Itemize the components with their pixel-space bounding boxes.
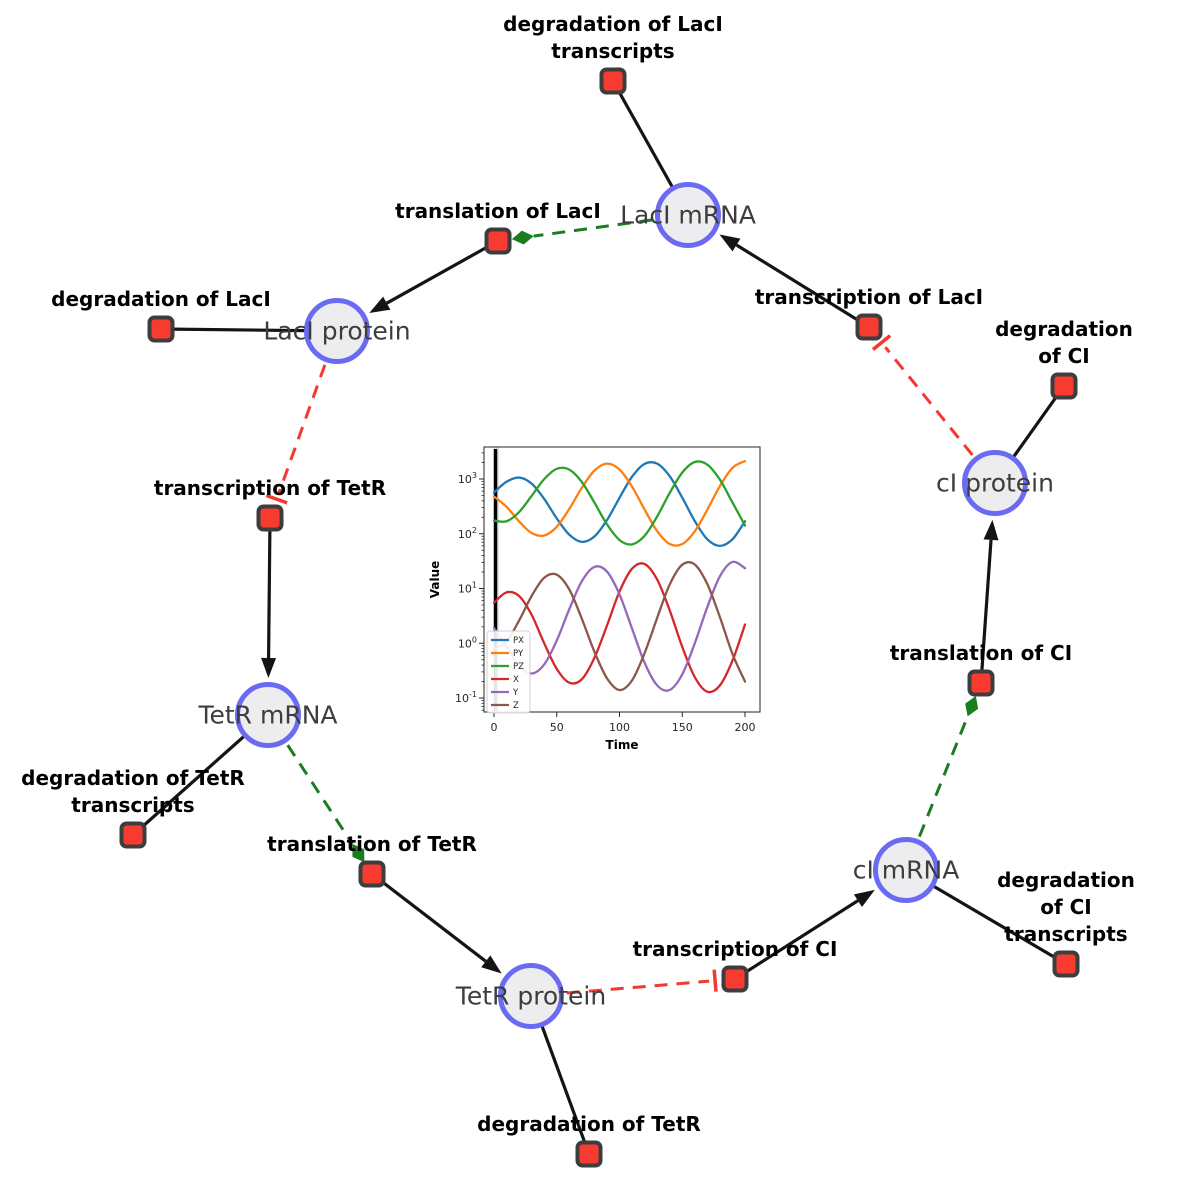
x-axis-label: Time [606,738,639,752]
reaction-node-translation-tetr[interactable] [358,860,386,888]
svg-text:200: 200 [735,721,756,734]
reaction-label-deg-ci: degradation of CI [995,317,1133,368]
svg-text:PX: PX [513,636,524,646]
species-node-ci-protein[interactable] [962,450,1028,516]
y-axis-label: Value [428,561,442,599]
reaction-node-deg-tetr[interactable] [575,1140,603,1168]
reaction-node-deg-laci[interactable] [147,315,175,343]
reaction-node-deg-laci-transcripts[interactable] [599,67,627,95]
svg-text:PZ: PZ [513,662,524,672]
svg-text:50: 50 [550,721,564,734]
reaction-node-deg-ci-transcripts[interactable] [1052,950,1080,978]
reaction-node-transcription-ci[interactable] [721,965,749,993]
svg-text:150: 150 [672,721,693,734]
svg-text:Z: Z [513,701,519,711]
reaction-label-transcription-tetr: transcription of TetR [153,476,387,500]
reaction-node-transcription-tetr[interactable] [256,504,284,532]
reaction-node-translation-laci[interactable] [484,227,512,255]
svg-text:103: 103 [458,471,477,486]
species-label-tetr-mrna: TetR mRNA [198,700,338,730]
svg-text:10-1: 10-1 [455,690,477,705]
species-label-laci-mrna: LacI mRNA [620,200,756,230]
timecourse-plot: 10-1 100 101 102 103 0 50 100 150 200 Time Value PX P… [425,438,775,768]
species-node-tetr-mrna[interactable] [235,682,301,748]
species-node-tetr-protein[interactable] [498,963,564,1029]
reaction-label-deg-laci: degradation of LacI [51,287,271,311]
reaction-label-deg-laci-transcripts: degradation of LacI transcripts [503,12,723,63]
reaction-label-deg-tetr: degradation of TetR [477,1112,701,1136]
species-node-laci-mrna[interactable] [655,182,721,248]
reaction-node-transcription-laci[interactable] [855,313,883,341]
svg-text:102: 102 [458,526,477,541]
reaction-label-deg-ci-transcripts: degradation of CI transcripts [997,868,1135,946]
svg-text:Y: Y [512,688,519,698]
reaction-label-translation-ci: translation of CI [889,641,1073,665]
svg-text:100: 100 [609,721,630,734]
svg-text:101: 101 [458,581,477,596]
species-label-ci-protein: cI protein [936,468,1054,498]
species-label-ci-mrna: cI mRNA [852,855,960,885]
reaction-node-translation-ci[interactable] [967,669,995,697]
species-node-ci-mrna[interactable] [873,837,939,903]
svg-text:PY: PY [513,649,524,659]
svg-text:0: 0 [491,721,498,734]
reaction-label-translation-tetr: translation of TetR [267,832,477,856]
svg-text:X: X [513,675,519,685]
svg-text:100: 100 [458,635,477,650]
reaction-node-deg-ci[interactable] [1050,372,1078,400]
reaction-label-transcription-ci: transcription of CI [632,937,838,961]
reaction-label-translation-laci: translation of LacI [395,199,601,223]
species-label-laci-protein: LacI protein [263,316,411,346]
reaction-label-deg-tetr-transcripts: degradation of TetR transcripts [21,766,245,817]
reaction-label-transcription-laci: transcription of LacI [754,285,984,309]
species-node-laci-protein[interactable] [304,298,370,364]
species-label-tetr-protein: TetR protein [455,981,607,1011]
reaction-node-deg-tetr-transcripts[interactable] [119,821,147,849]
